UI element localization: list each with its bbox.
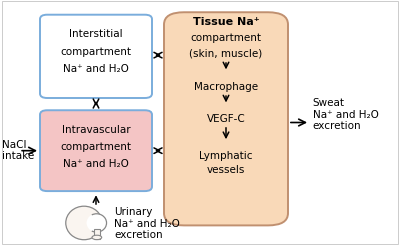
FancyBboxPatch shape	[164, 12, 288, 225]
Text: Lymphatic: Lymphatic	[199, 151, 253, 161]
Text: vessels: vessels	[207, 165, 245, 175]
Ellipse shape	[92, 235, 102, 240]
Text: (skin, muscle): (skin, muscle)	[189, 49, 263, 59]
Text: Sweat
Na⁺ and H₂O
excretion: Sweat Na⁺ and H₂O excretion	[313, 98, 379, 131]
Ellipse shape	[86, 214, 106, 232]
Text: Na⁺ and H₂O: Na⁺ and H₂O	[63, 64, 129, 74]
FancyBboxPatch shape	[40, 110, 152, 191]
Text: Macrophage: Macrophage	[194, 82, 258, 92]
Ellipse shape	[66, 206, 102, 240]
Text: Urinary
Na⁺ and H₂O
excretion: Urinary Na⁺ and H₂O excretion	[114, 207, 180, 240]
Bar	[94, 229, 100, 239]
Text: compartment: compartment	[60, 47, 132, 57]
FancyBboxPatch shape	[40, 15, 152, 98]
Text: VEGF-C: VEGF-C	[207, 114, 245, 124]
Text: Intravascular: Intravascular	[62, 125, 130, 135]
Text: Tissue Na⁺: Tissue Na⁺	[193, 17, 259, 27]
Text: NaCl
intake: NaCl intake	[2, 140, 34, 161]
Text: Na⁺ and H₂O: Na⁺ and H₂O	[63, 159, 129, 169]
Text: Interstitial: Interstitial	[69, 29, 123, 39]
Text: compartment: compartment	[60, 142, 132, 152]
Text: compartment: compartment	[190, 33, 262, 43]
